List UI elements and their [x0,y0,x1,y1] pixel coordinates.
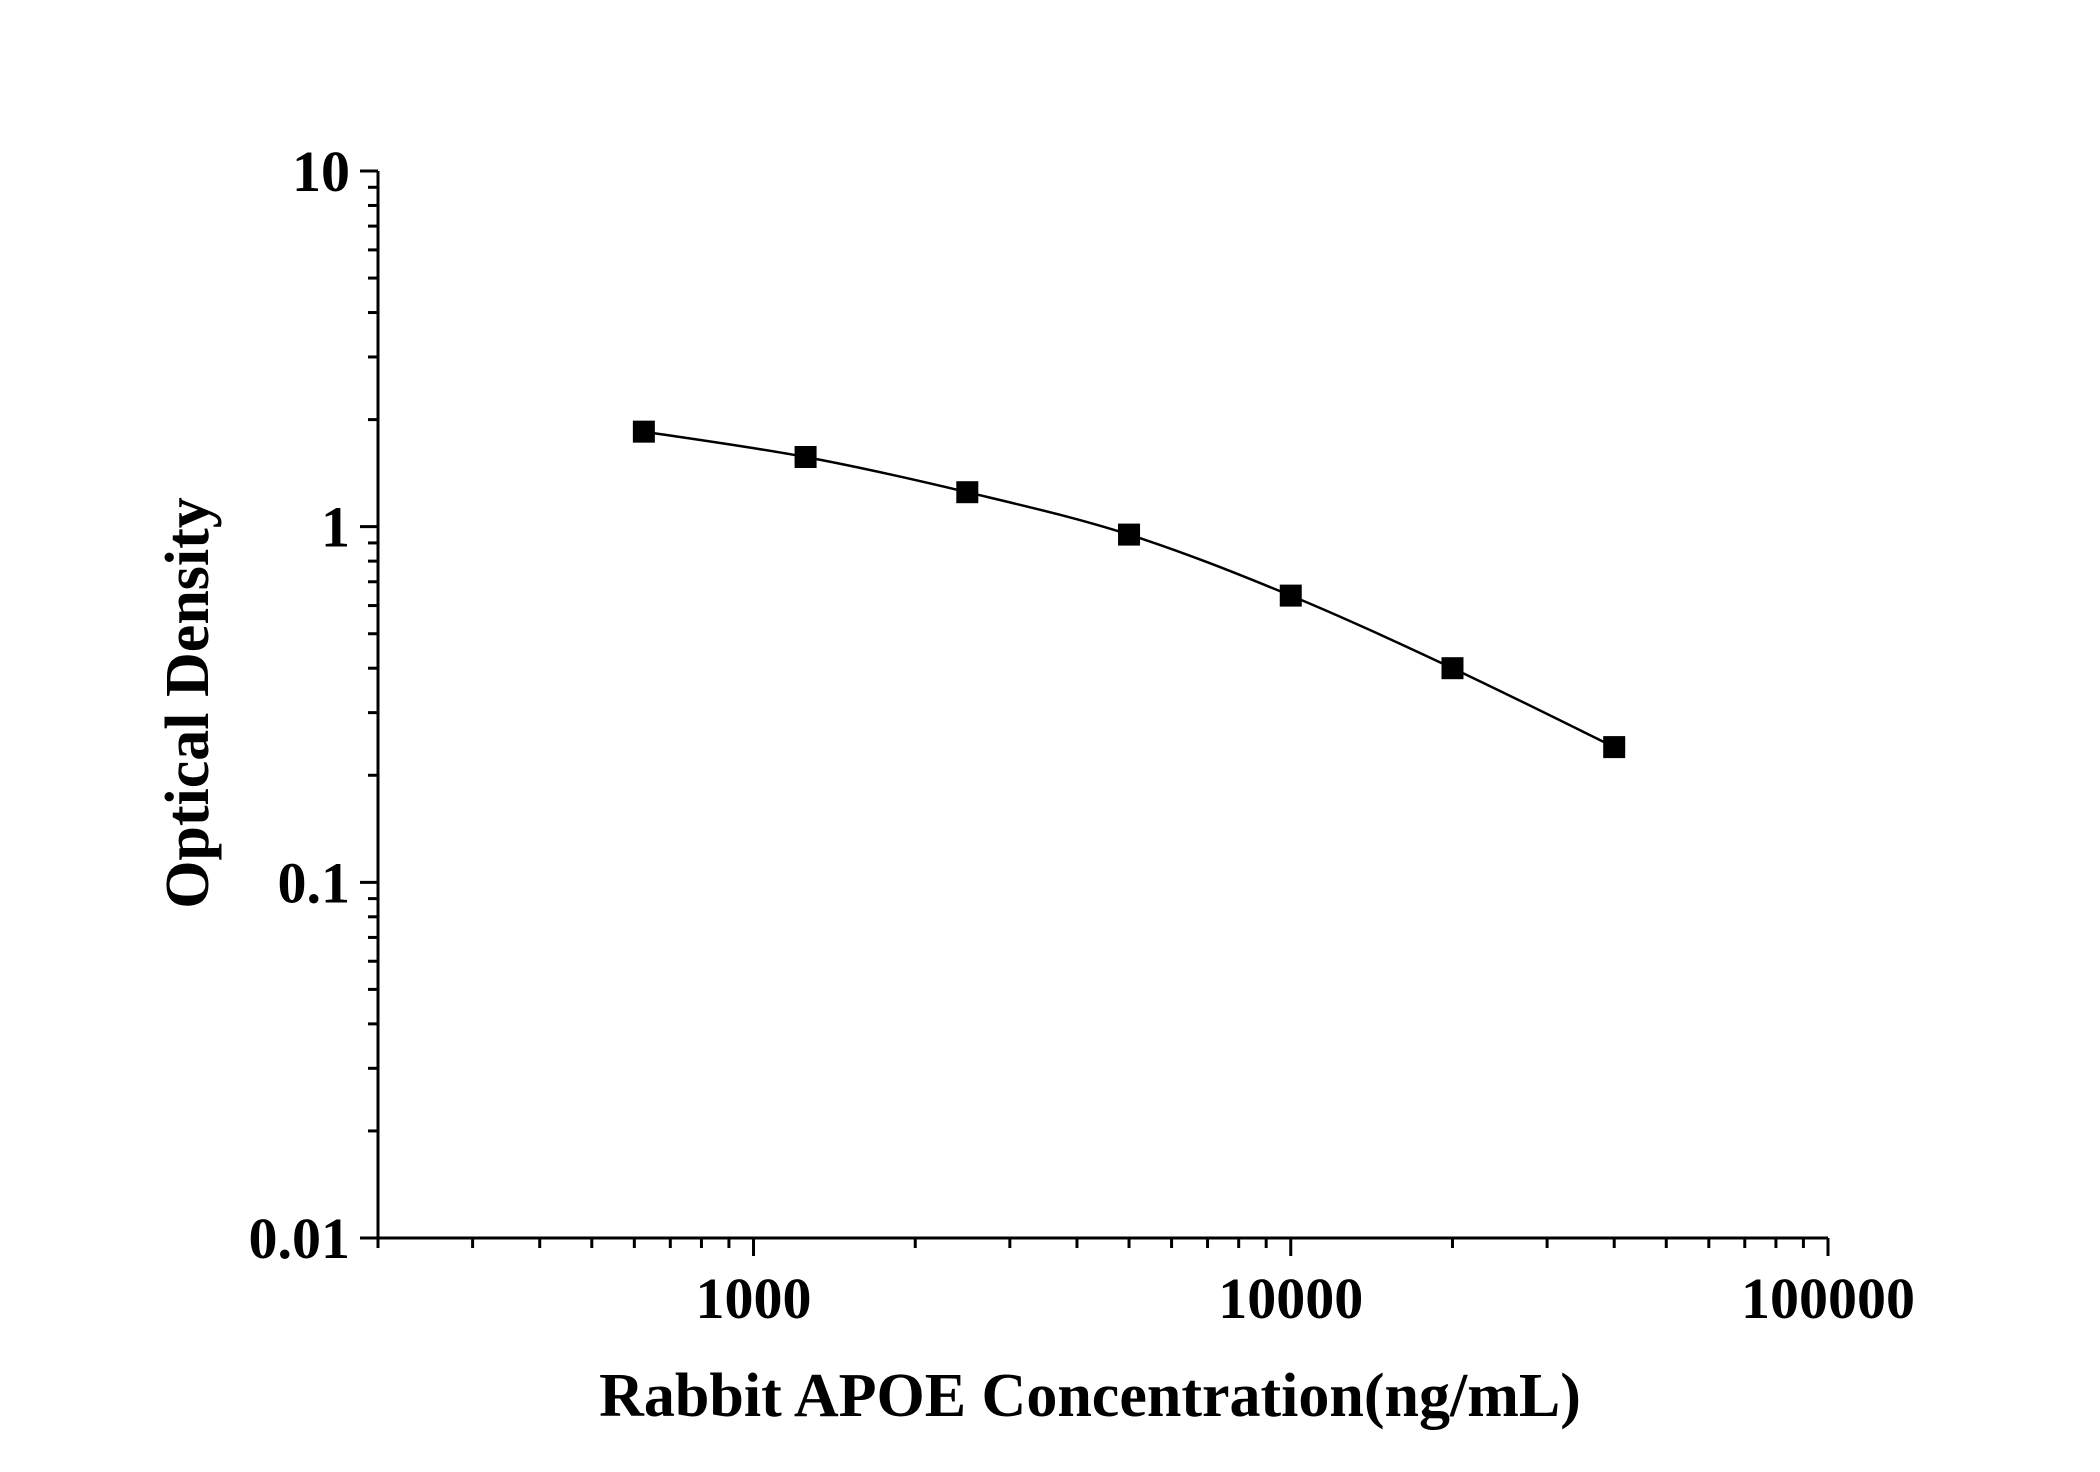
data-point [632,420,655,443]
axes-group: 1000 10000 100000 0.01 0.1 1 10 [249,139,1916,1331]
x-tick-label: 100000 [1741,1266,1915,1331]
y-tick-label: 10 [292,139,350,204]
x-axis-title: Rabbit APOE Concentration(ng/mL) [599,1362,1581,1430]
y-tick-label: 1 [321,495,350,560]
y-tick-label: 0.1 [278,850,351,915]
data-point [956,481,979,504]
data-point [1603,736,1626,759]
series-line-group [643,430,1615,749]
y-tick-label: 0.01 [249,1206,351,1271]
data-point [1118,523,1141,546]
data-points-group [632,420,1626,759]
x-tick-label: 1000 [696,1266,812,1331]
data-point [794,445,817,468]
data-point [1279,584,1302,607]
series-line [643,430,1615,749]
x-tick-label: 10000 [1218,1266,1363,1331]
y-axis-title: Optical Density [154,497,222,909]
data-point [1441,657,1464,680]
